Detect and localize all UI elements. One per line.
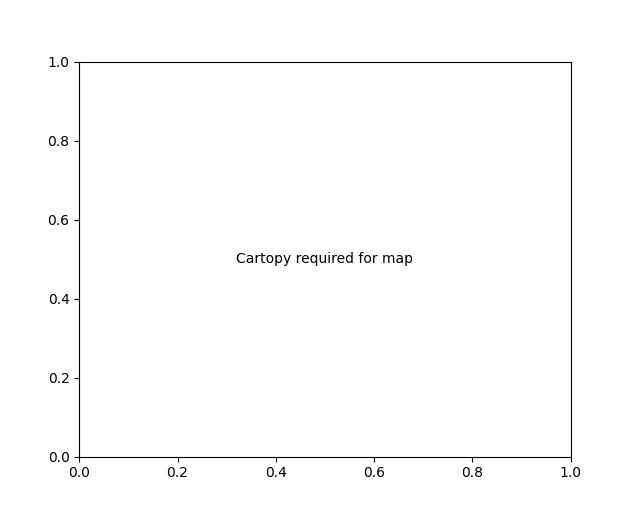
Text: Cartopy required for map: Cartopy required for map: [236, 252, 413, 266]
